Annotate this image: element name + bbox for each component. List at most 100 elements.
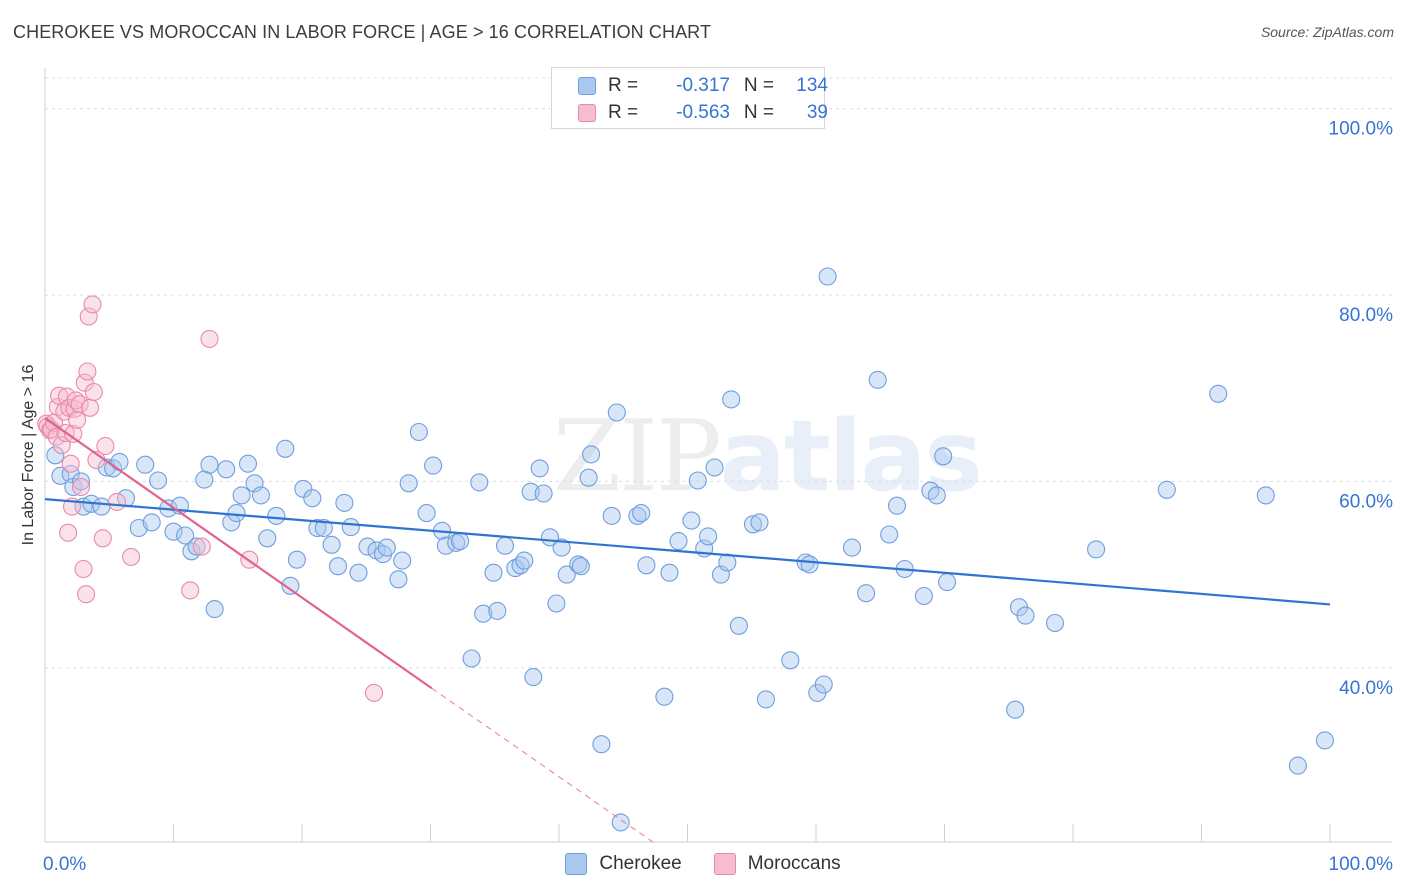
point-cherokee [238,454,258,473]
point-cherokee [488,601,507,620]
point-cherokee [592,735,611,754]
point-cherokee [669,532,688,551]
point-moroccans [96,436,115,456]
series-legend: Cherokee Moroccans [0,851,1406,877]
trend-layer [44,417,1331,843]
legend-r-value: -0.563 [676,102,730,123]
point-cherokee [660,563,679,582]
point-cherokee [1157,480,1176,499]
point-moroccans [364,683,384,702]
point-cherokee [110,452,129,471]
point-cherokee [187,537,206,556]
point-cherokee [880,525,899,544]
chart-title: CHEROKEE VS MOROCCAN IN LABOR FORCE | AG… [13,22,712,42]
point-cherokee [267,506,286,525]
point-cherokee [818,267,837,286]
point-cherokee [569,555,588,574]
point-cherokee [46,446,65,465]
point-moroccans [59,523,78,542]
point-cherokee [462,649,481,668]
point-cherokee [71,472,91,491]
point-cherokee [328,557,348,576]
point-cherokee [322,535,341,554]
y-tick-label: 60.0% [1339,491,1393,512]
point-cherokee [857,584,876,603]
point-cherokee [1016,606,1035,625]
point-cherokee [1256,486,1275,505]
series-legend-moroccans[interactable]: Moroccans [713,853,841,875]
point-cherokee [287,550,306,569]
point-moroccans [93,529,112,548]
point-moroccans [77,585,96,604]
point-cherokee [579,468,598,487]
point-cherokee [814,675,833,694]
point-cherokee [887,496,907,515]
point-cherokee [842,538,862,557]
point-cherokee [552,538,571,557]
point-moroccans [70,395,89,414]
point-cherokee [92,497,111,516]
legend-r-label: R = [608,75,639,96]
legend-n-label: N = [743,75,774,96]
point-cherokee [205,600,224,619]
point-cherokee [276,439,295,458]
point-cherokee [149,471,168,490]
point-cherokee [927,486,946,505]
point-cherokee [303,489,322,508]
legend-n-value: 39 [806,102,828,123]
point-moroccans [71,477,91,497]
point-cherokee [314,518,333,538]
point-moroccans [79,307,98,326]
point-cherokee [1209,384,1228,403]
watermark-part1: ZIP [553,400,722,514]
point-cherokee [682,511,701,530]
point-cherokee [104,459,123,478]
legend-n-value: 134 [796,75,828,96]
point-moroccans [83,295,102,314]
point-cherokee [200,455,219,474]
axis-layer [44,68,1392,843]
point-cherokee [582,445,601,464]
point-cherokee [722,390,741,409]
point-cherokee [688,471,707,490]
point-cherokee [484,563,503,582]
point-cherokee [557,565,576,584]
point-moroccans [200,329,219,348]
point-cherokee [868,370,887,389]
point-cherokee [1087,540,1106,559]
point-cherokee [227,504,246,523]
watermark: ZIPatlas [553,400,983,514]
series-label-cherokee: Cherokee [599,853,682,874]
point-cherokee [611,813,630,832]
point-cherokee [602,506,621,525]
point-moroccans [52,436,71,455]
point-moroccans [74,559,93,579]
point-cherokee [232,486,251,505]
point-moroccans [84,382,103,402]
point-cherokee [1288,756,1307,775]
series-legend-cherokee[interactable]: Cherokee [565,853,682,875]
point-cherokee [534,484,553,503]
point-cherokee [436,536,455,555]
point-cherokee [341,518,360,537]
point-cherokee [470,473,489,492]
legend-n-label: N = [743,102,774,123]
point-moroccans [61,454,80,473]
y-tick-label: 40.0% [1339,678,1393,699]
legend-row-moroccans: R = -0.563 N = 39 [578,100,828,126]
point-cherokee [934,447,953,466]
point-cherokee [571,557,590,576]
point-cherokee [530,459,549,478]
point-cherokee [377,538,396,557]
point-cherokee [474,604,493,623]
label-layer: 100.0% 80.0% 60.0% 40.0% 0.0% 100.0% [43,119,1393,875]
legend-r-label: R = [608,102,639,123]
point-cherokee [914,586,933,606]
trend-line-moroccans [44,417,433,690]
point-moroccans [107,492,127,511]
point-cherokee [424,456,443,475]
point-cherokee [750,513,769,532]
point-cherokee [136,455,155,474]
point-cherokee [281,576,300,595]
